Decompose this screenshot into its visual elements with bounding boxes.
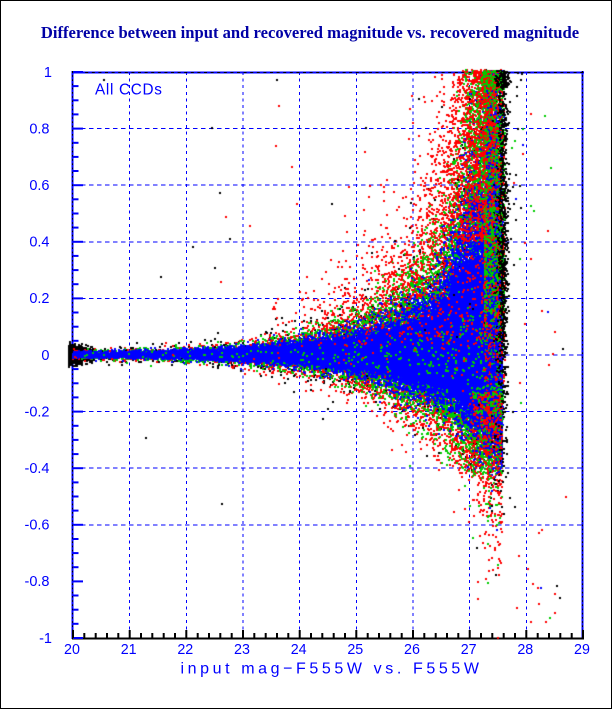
svg-text:0.4: 0.4 (29, 235, 49, 251)
svg-text:23: 23 (234, 642, 250, 658)
svg-text:22: 22 (177, 642, 193, 658)
svg-text:-0.6: -0.6 (25, 518, 50, 534)
svg-text:input mag−F555W vs. F555W: input mag−F555W vs. F555W (180, 660, 482, 677)
svg-text:24: 24 (291, 642, 307, 658)
svg-text:27: 27 (461, 642, 477, 658)
svg-text:28: 28 (517, 642, 533, 658)
svg-text:0.2: 0.2 (29, 291, 49, 307)
svg-text:0.6: 0.6 (29, 178, 49, 194)
svg-text:-1: -1 (39, 631, 52, 647)
svg-text:21: 21 (121, 642, 137, 658)
svg-text:29: 29 (574, 642, 590, 658)
svg-text:0.8: 0.8 (29, 121, 49, 137)
svg-text:0: 0 (41, 348, 49, 364)
svg-text:-0.2: -0.2 (25, 404, 50, 420)
svg-text:All CCDs: All CCDs (95, 81, 163, 98)
svg-text:-0.8: -0.8 (25, 574, 50, 590)
svg-text:25: 25 (347, 642, 363, 658)
svg-text:26: 26 (404, 642, 420, 658)
svg-text:-0.4: -0.4 (25, 461, 50, 477)
svg-text:20: 20 (64, 642, 80, 658)
svg-text:1: 1 (44, 65, 52, 81)
svg-text:Difference between input and r: Difference between input and recovered m… (41, 23, 579, 42)
